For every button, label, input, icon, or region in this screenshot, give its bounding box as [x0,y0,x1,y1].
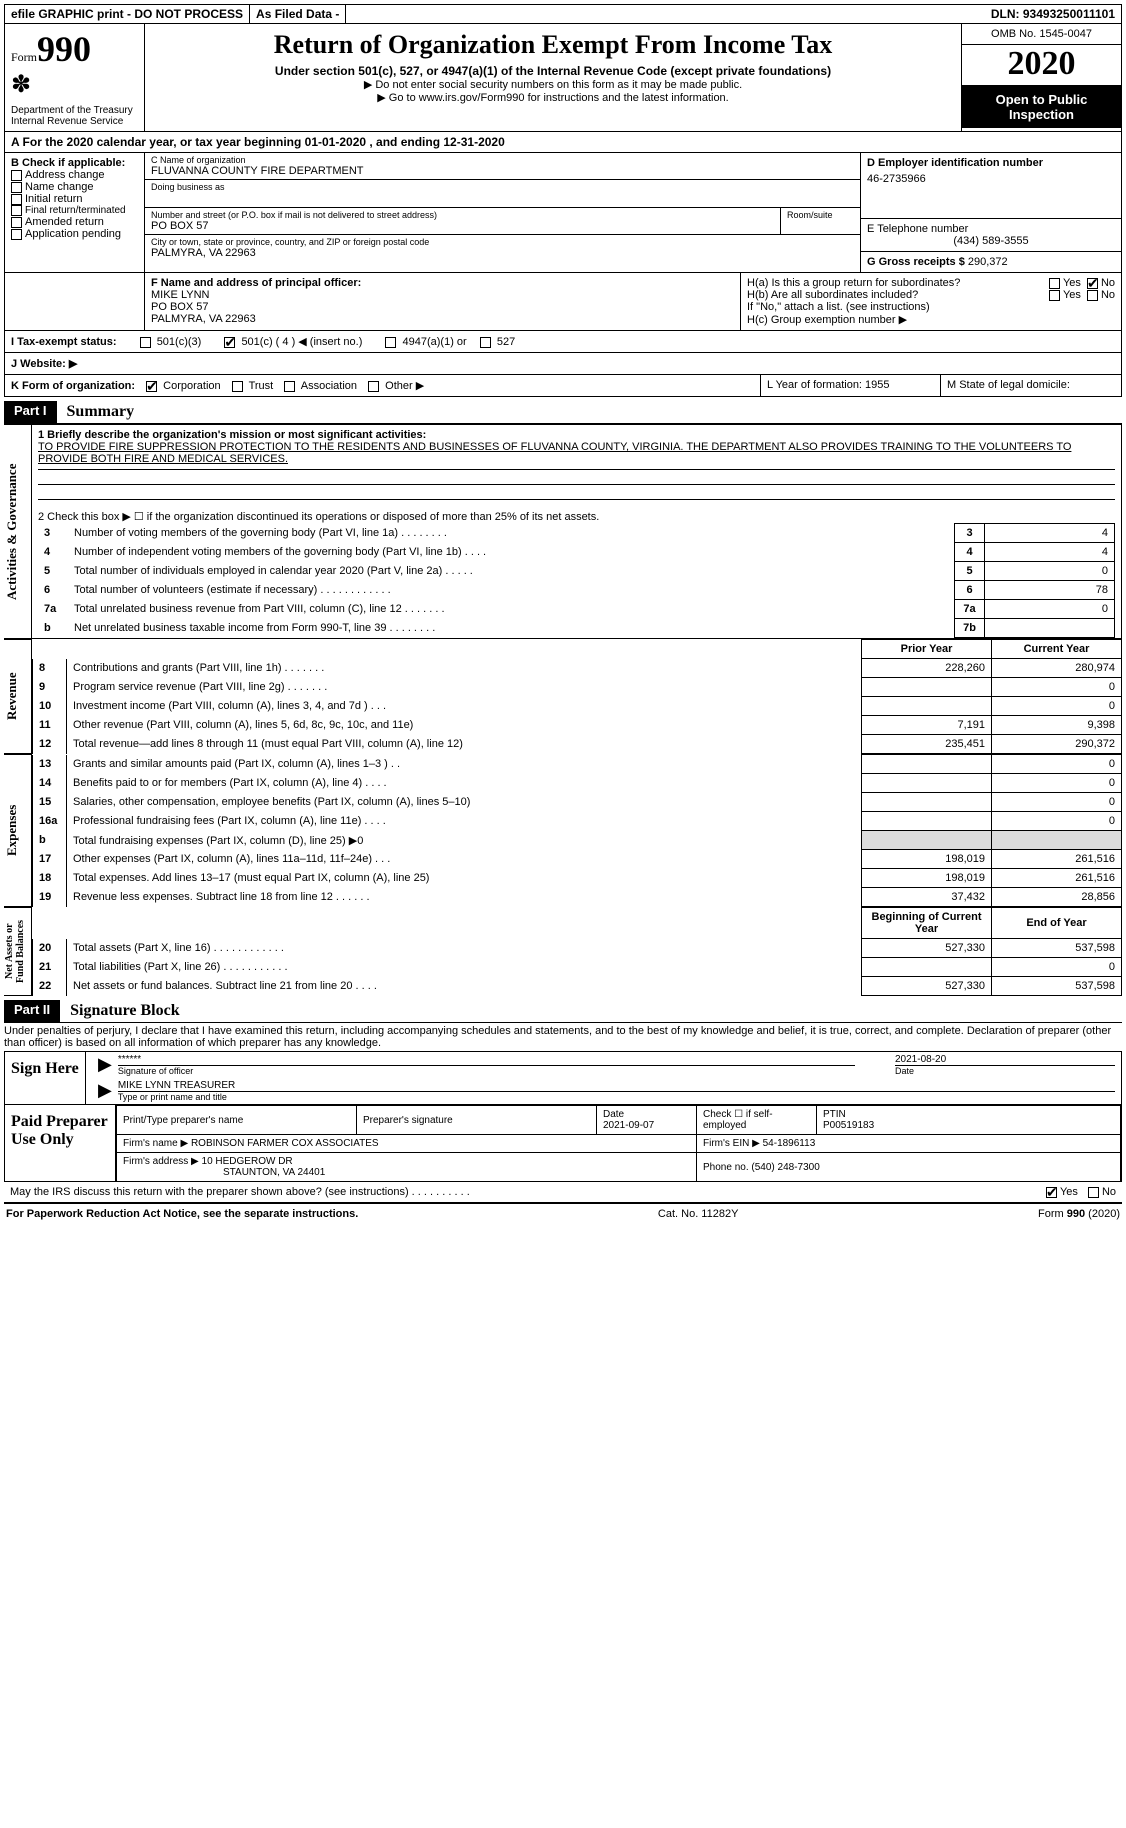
chk-application-pending[interactable] [11,229,22,240]
state-domicile: M State of legal domicile: [941,375,1121,396]
chk-ha-no[interactable] [1087,278,1098,289]
chk-address-change[interactable] [11,170,22,181]
side-expenses: Expenses [4,754,32,907]
ptin: P00519183 [823,1120,874,1131]
side-activities-governance: Activities & Governance [4,424,32,639]
dept-treasury: Department of the Treasury [11,105,138,116]
org-name: FLUVANNA COUNTY FIRE DEPARTMENT [151,165,854,177]
topbar: efile GRAPHIC print - DO NOT PROCESS As … [4,4,1122,24]
part-i-header: Part I Summary [4,401,1122,424]
org-street: PO BOX 57 [151,220,774,232]
arrow-icon: ▶ [92,1080,118,1102]
chk-trust[interactable] [232,381,243,392]
chk-527[interactable] [480,337,491,348]
form-subtitle: Under section 501(c), 527, or 4947(a)(1)… [155,64,951,78]
governance-table: 3 Number of voting members of the govern… [38,523,1115,638]
paid-preparer-block: Paid Preparer Use Only Print/Type prepar… [4,1105,1122,1182]
ssn-notice: ▶ Do not enter social security numbers o… [155,78,951,91]
chk-assoc[interactable] [284,381,295,392]
side-net-assets: Net Assets orFund Balances [4,907,32,996]
arrow-icon: ▶ [92,1054,118,1076]
page-footer: For Paperwork Reduction Act Notice, see … [4,1204,1122,1224]
org-city: PALMYRA, VA 22963 [151,247,854,259]
irs-label: Internal Revenue Service [11,116,138,127]
irs-link[interactable]: www.irs.gov/Form990 [419,92,525,104]
chk-4947[interactable] [385,337,396,348]
chk-ha-yes[interactable] [1049,278,1060,289]
chk-501c[interactable] [224,337,235,348]
org-info-block: B Check if applicable: Address change Na… [4,153,1122,273]
expenses-table: 13 Grants and similar amounts paid (Part… [32,754,1122,907]
part-ii-header: Part II Signature Block [4,1000,1122,1023]
line-a-tax-year: A For the 2020 calendar year, or tax yea… [4,132,1122,153]
sign-here-block: Sign Here ▶ ****** Signature of officer … [4,1052,1122,1105]
as-filed: As Filed Data - [250,5,346,23]
gross-receipts: 290,372 [968,256,1008,268]
net-assets-table: Beginning of Current Year End of Year20 … [32,907,1122,996]
officer-name-title: MIKE LYNN TREASURER [118,1080,1115,1092]
telephone: (434) 589-3555 [867,235,1115,247]
side-revenue: Revenue [4,639,32,754]
chk-hb-yes[interactable] [1049,290,1060,301]
chk-discuss-no[interactable] [1088,1187,1099,1198]
form-header: Form990 ✽ Department of the Treasury Int… [4,24,1122,132]
line-j-website: J Website: ▶ [4,353,1122,375]
line-i: I Tax-exempt status: 501(c)(3) 501(c) ( … [4,331,1122,353]
chk-discuss-yes[interactable] [1046,1187,1057,1198]
chk-final-return[interactable] [11,205,22,216]
chk-501c3[interactable] [140,337,151,348]
b-check-label: B Check if applicable: [11,157,138,169]
sign-date: 2021-08-20 [895,1054,1115,1066]
firm-ein: 54-1896113 [763,1138,816,1149]
dln: DLN: 93493250011101 [985,5,1121,23]
ein: 46-2735966 [867,173,1115,185]
mission-text: TO PROVIDE FIRE SUPPRESSION PROTECTION T… [38,441,1115,465]
chk-initial-return[interactable] [11,194,22,205]
chk-amended-return[interactable] [11,217,22,228]
chk-name-change[interactable] [11,182,22,193]
irs-discuss-line: May the IRS discuss this return with the… [4,1182,1122,1204]
omb-number: OMB No. 1545-0047 [962,24,1121,45]
prep-date: 2021-09-07 [603,1120,654,1131]
chk-corp[interactable] [146,381,157,392]
chk-hb-no[interactable] [1087,290,1098,301]
chk-other[interactable] [368,381,379,392]
perjury-statement: Under penalties of perjury, I declare th… [4,1023,1122,1052]
firm-name: ROBINSON FARMER COX ASSOCIATES [191,1138,379,1149]
open-to-public: Open to Public Inspection [962,86,1121,128]
officer-name: MIKE LYNN [151,289,734,301]
firm-phone: (540) 248-7300 [751,1162,819,1173]
officer-group-block: F Name and address of principal officer:… [4,273,1122,331]
year-formation: L Year of formation: 1955 [761,375,941,396]
form-990-logo: Form990 [11,28,138,70]
line-klm: K Form of organization: Corporation Trus… [4,375,1122,397]
irs-link-line: ▶ Go to www.irs.gov/Form990 for instruct… [155,91,951,104]
revenue-table: Prior Year Current Year8 Contributions a… [32,639,1122,754]
form-title: Return of Organization Exempt From Incom… [155,30,951,60]
tax-year: 2020 [962,45,1121,86]
efile-notice: efile GRAPHIC print - DO NOT PROCESS [5,5,250,23]
